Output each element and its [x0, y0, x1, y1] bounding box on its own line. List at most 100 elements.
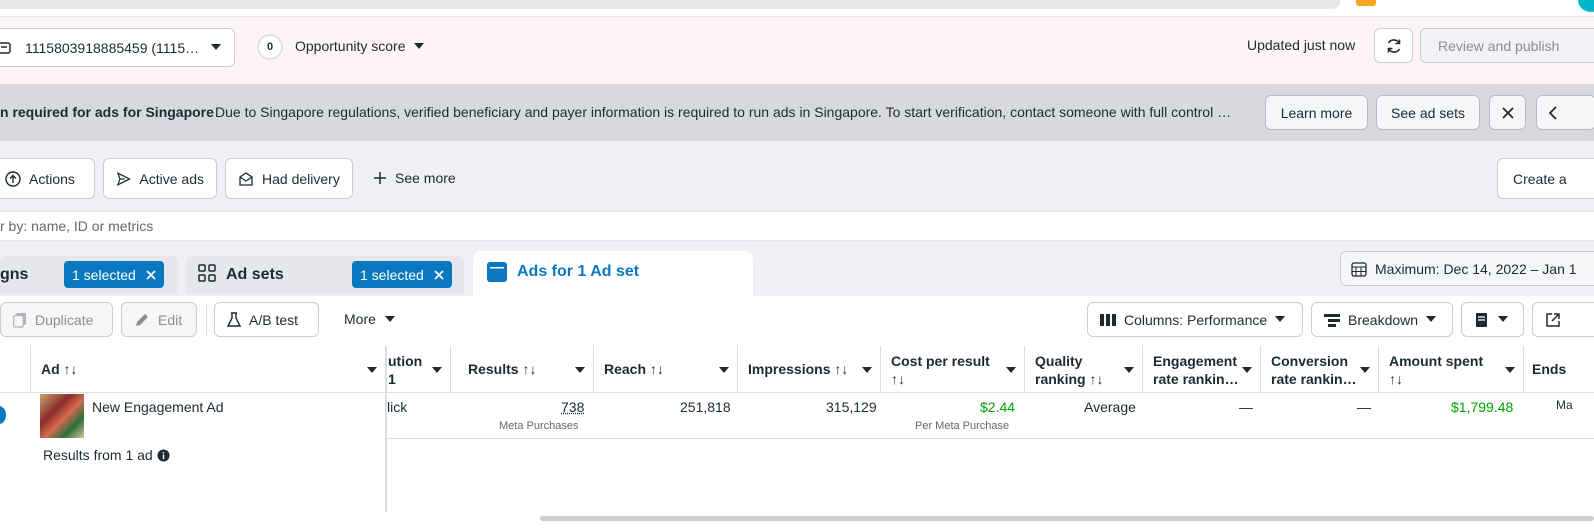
ab-test-button[interactable]: A/B test — [214, 302, 319, 337]
external-link-icon — [1545, 312, 1561, 328]
search-bar[interactable] — [0, 211, 1594, 241]
breakdown-icon — [1324, 313, 1340, 327]
conversion-header-line2: rate rankin… — [1271, 370, 1370, 388]
more-dropdown[interactable]: More — [344, 311, 395, 327]
chevron-down-icon — [1498, 316, 1508, 323]
column-header-ends[interactable]: Ends — [1524, 346, 1594, 393]
close-icon — [146, 270, 156, 280]
column-header-attribution[interactable]: ution 1 — [386, 346, 451, 393]
ad-thumbnail — [40, 394, 84, 438]
export-button[interactable] — [1532, 302, 1594, 337]
column-header-ad[interactable]: Ad ↑↓ — [31, 346, 386, 393]
engagement-cell: — — [1239, 399, 1253, 415]
actions-filter[interactable]: Actions — [0, 158, 95, 199]
chevron-down-icon — [414, 43, 424, 50]
opportunity-score-badge[interactable]: 0 — [257, 34, 283, 60]
account-selector[interactable]: 1115803918885459 (1115… — [0, 28, 235, 67]
columns-icon — [1100, 313, 1116, 327]
adsets-selected-pill[interactable]: 1 selected — [352, 261, 452, 288]
review-and-publish-button[interactable]: Review and publish — [1420, 28, 1594, 63]
address-bar[interactable] — [0, 0, 1340, 9]
column-header-cost-per-result[interactable]: Cost per result ↑↓ — [881, 346, 1025, 393]
create-button[interactable]: Create a — [1497, 158, 1594, 199]
chevron-down-icon — [1006, 367, 1016, 374]
column-header-conversion-ranking[interactable]: Conversion rate rankin… — [1261, 346, 1379, 393]
plus-icon — [373, 171, 387, 185]
send-icon — [116, 171, 131, 187]
tab-ad-sets-label: Ad sets — [226, 266, 284, 284]
account-label: 1115803918885459 (1115… — [25, 40, 199, 56]
info-icon[interactable] — [157, 449, 170, 462]
results-cell[interactable]: 738 — [561, 399, 584, 415]
ad-icon — [487, 262, 507, 282]
close-banner-button[interactable] — [1489, 95, 1526, 130]
breakdown-label: Breakdown — [1348, 312, 1418, 328]
columns-label: Columns: Performance — [1124, 312, 1267, 328]
row-divider — [386, 438, 1594, 439]
updated-status: Updated just now — [1247, 37, 1355, 53]
quality-header-line1: Quality — [1035, 352, 1134, 370]
results-summary: Results from 1 ad — [43, 447, 170, 463]
cost-header-line1: Cost per result — [891, 352, 1016, 370]
column-header-quality-ranking[interactable]: Quality ranking ↑↓ — [1025, 346, 1143, 393]
banner-text: Due to Singapore regulations, verified b… — [215, 104, 1245, 120]
amount-cell: $1,799.48 — [1451, 399, 1513, 415]
extension-badge-icon[interactable] — [1356, 0, 1376, 6]
engagement-header-line2: rate rankin… — [1153, 370, 1252, 388]
calendar-icon — [1351, 261, 1367, 277]
conversion-header-line1: Conversion — [1271, 352, 1370, 370]
close-icon — [434, 270, 444, 280]
ad-header-label: Ad ↑↓ — [41, 361, 78, 377]
had-delivery-filter[interactable]: Had delivery — [225, 158, 353, 199]
envelope-icon — [238, 171, 254, 187]
column-header-impressions[interactable]: Impressions ↑↓ — [738, 346, 881, 393]
opportunity-score-dropdown[interactable]: Opportunity score — [295, 38, 424, 54]
column-header-reach[interactable]: Reach ↑↓ — [594, 346, 738, 393]
grid-icon — [198, 264, 216, 282]
attribution-cell: lick — [387, 399, 407, 415]
columns-dropdown[interactable]: Columns: Performance — [1087, 302, 1303, 337]
horizontal-scrollbar[interactable] — [540, 516, 1594, 521]
amount-header-line1: Amount spent — [1389, 352, 1515, 370]
chevron-left-icon — [1549, 106, 1557, 120]
ad-name[interactable]: New Engagement Ad — [92, 399, 224, 415]
conversion-cell: — — [1357, 399, 1371, 415]
active-ads-filter[interactable]: Active ads — [103, 158, 217, 199]
refresh-button[interactable] — [1374, 28, 1413, 63]
frozen-column-divider[interactable] — [385, 346, 387, 512]
chevron-down-icon — [719, 367, 729, 374]
column-header-engagement-ranking[interactable]: Engagement rate rankin… — [1143, 346, 1261, 393]
column-header-results[interactable]: Results ↑↓ — [451, 346, 594, 393]
chevron-down-icon — [1426, 316, 1436, 323]
see-more-filters[interactable]: See more — [373, 170, 456, 186]
adsets-selected-label: 1 selected — [360, 267, 424, 283]
banner-prev-button[interactable] — [1536, 95, 1594, 130]
results-subtext: Meta Purchases — [499, 420, 578, 432]
chevron-down-icon — [1505, 367, 1515, 374]
search-input[interactable]: r by: name, ID or metrics — [0, 218, 153, 234]
chevron-down-icon — [1275, 316, 1285, 323]
chevron-down-icon — [1360, 367, 1370, 374]
banner-title: n required for ads for Singapore — [0, 104, 214, 120]
tab-campaigns-label: gns — [0, 266, 28, 284]
duplicate-button[interactable]: Duplicate — [0, 302, 113, 337]
account-icon — [0, 41, 11, 55]
opportunity-score-label: Opportunity score — [295, 38, 406, 54]
toolbar-divider — [206, 303, 207, 336]
date-range-label: Maximum: Dec 14, 2022 – Jan 1 — [1375, 261, 1577, 277]
column-header-amount-spent[interactable]: Amount spent ↑↓ — [1379, 346, 1524, 393]
breakdown-dropdown[interactable]: Breakdown — [1311, 302, 1453, 337]
see-ad-sets-button[interactable]: See ad sets — [1376, 95, 1480, 130]
select-all-header[interactable] — [0, 346, 31, 393]
learn-more-button[interactable]: Learn more — [1265, 95, 1368, 130]
quality-cell: Average — [1084, 399, 1136, 415]
date-range-picker[interactable]: Maximum: Dec 14, 2022 – Jan 1 — [1340, 251, 1594, 286]
edit-label: Edit — [158, 312, 182, 328]
campaigns-selected-pill[interactable]: 1 selected — [64, 261, 164, 288]
edit-button[interactable]: Edit — [121, 302, 197, 337]
ab-test-label: A/B test — [249, 312, 298, 328]
reports-dropdown[interactable] — [1461, 302, 1524, 337]
chevron-down-icon — [367, 367, 377, 374]
cost-cell: $2.44 — [980, 399, 1015, 415]
actions-label: Actions — [29, 171, 75, 187]
